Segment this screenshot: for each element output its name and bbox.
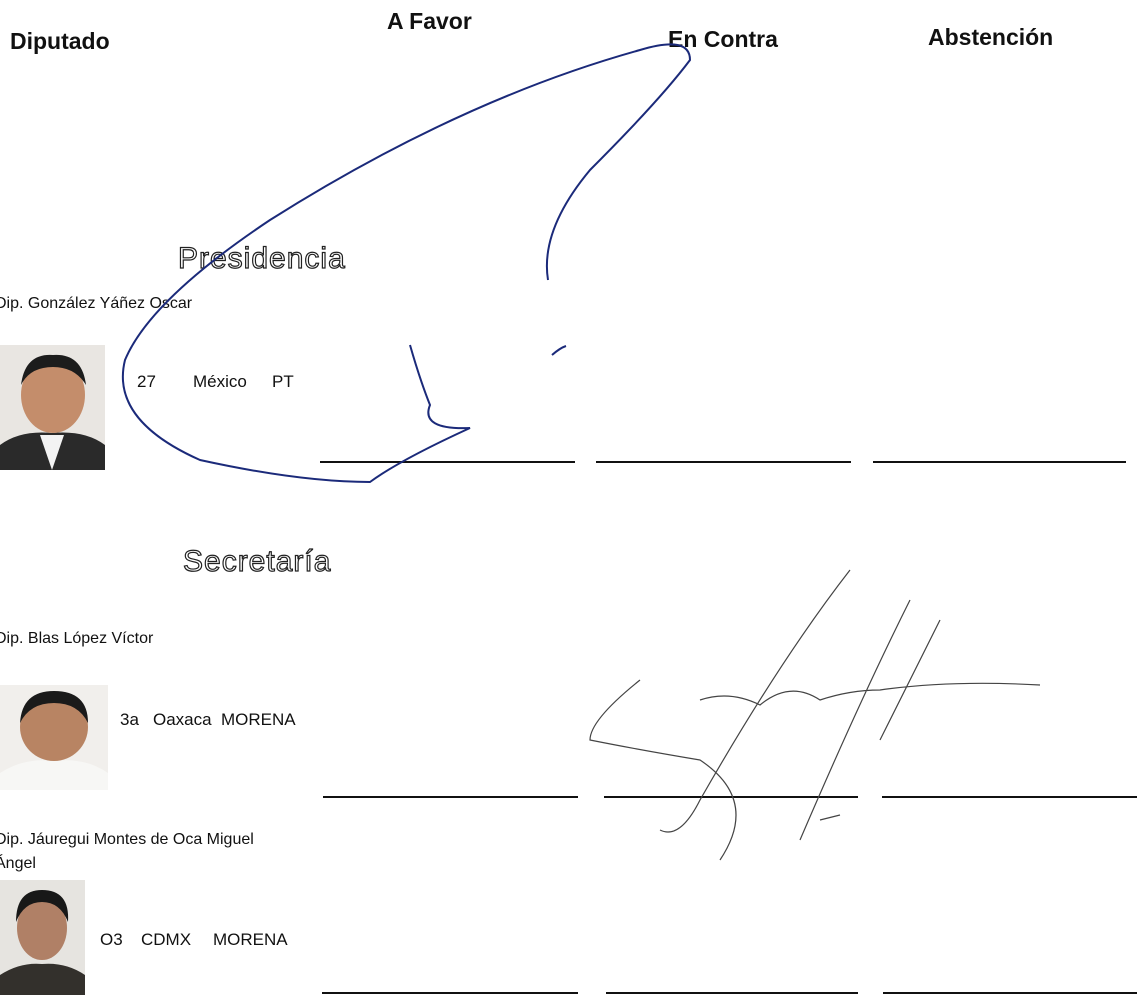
vote-line — [873, 461, 1126, 463]
signature — [589, 569, 1041, 861]
vote-line — [604, 796, 858, 798]
vote-line — [322, 992, 578, 994]
column-header: A Favor — [387, 8, 472, 34]
section-title: Presidencia — [177, 241, 346, 275]
member-state: Oaxaca — [153, 710, 212, 729]
member-name: Dip. Jáuregui Montes de Oca Miguel Ángel — [0, 831, 254, 872]
vote-line — [596, 461, 851, 463]
member-photo — [0, 880, 85, 995]
member-district: O3 — [100, 930, 123, 949]
member-party: PT — [272, 372, 294, 391]
member-photo — [0, 685, 108, 790]
member-party: MORENA — [213, 930, 288, 949]
member-name: Dip. González Yáñez Oscar — [0, 295, 193, 312]
vote-line — [883, 992, 1137, 994]
signature-mark — [551, 345, 567, 356]
vote-line — [320, 461, 575, 463]
vote-line — [606, 992, 858, 994]
member-state: CDMX — [141, 930, 192, 949]
vote-line — [323, 796, 578, 798]
member-district: 27 — [137, 372, 156, 391]
column-header: Abstención — [928, 24, 1054, 50]
section-title: Secretaría — [182, 544, 332, 578]
vote-line — [882, 796, 1137, 798]
column-header: Diputado — [10, 28, 110, 54]
member-name: Dip. Blas López Víctor — [0, 630, 154, 647]
member-district: 3a — [120, 710, 139, 729]
member-party: MORENA — [221, 710, 296, 729]
member-state: México — [193, 372, 247, 391]
member-photo — [0, 345, 105, 470]
column-header: En Contra — [668, 26, 778, 52]
